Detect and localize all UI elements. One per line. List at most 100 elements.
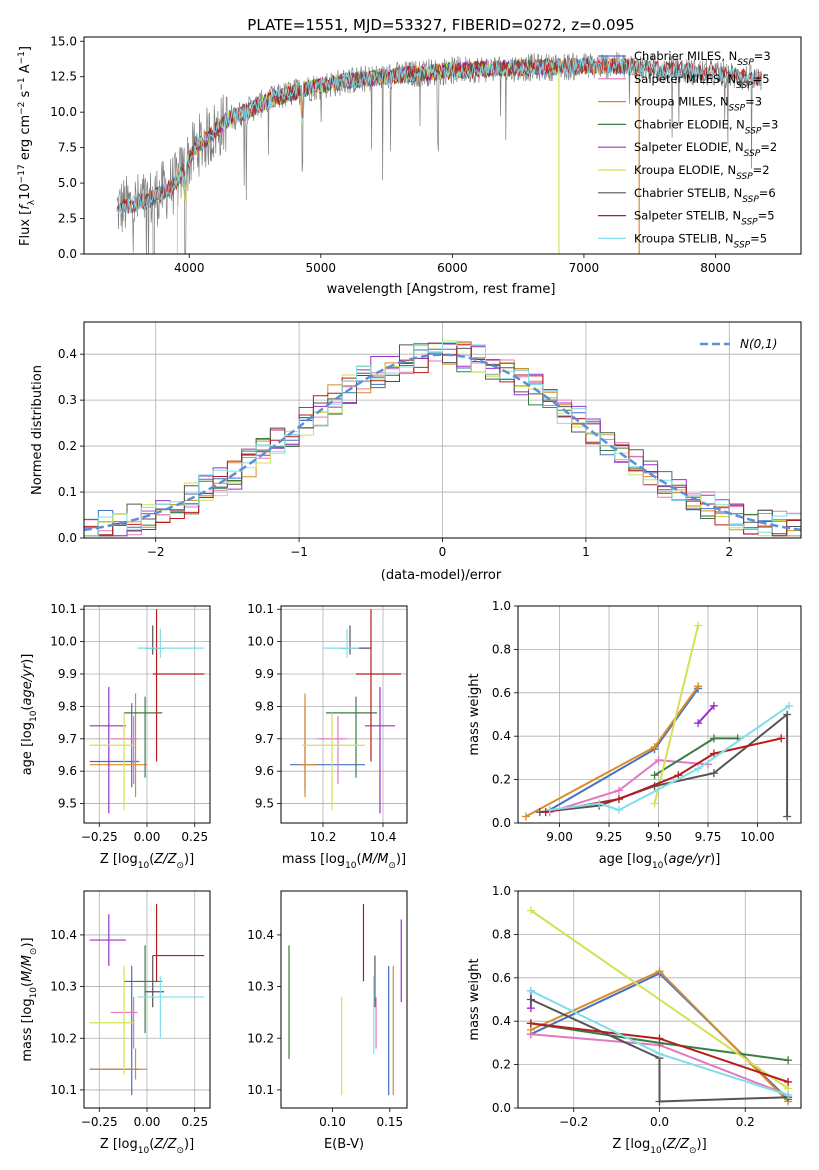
mass-vs-z-ytick-label: 10.2 <box>50 1031 77 1045</box>
mass-vs-ebv-xtick-label: 0.15 <box>376 1115 403 1129</box>
weight-vs-z-point-marker <box>526 1019 535 1028</box>
residuals-ytick-label: 0.1 <box>58 485 77 499</box>
residuals-xtick-label: 0 <box>439 545 447 559</box>
residuals-ytick-label: 0.2 <box>58 439 77 453</box>
weight-vs-z-point-marker <box>655 1097 664 1106</box>
weight-vs-age-ytick-label: 0.4 <box>492 729 511 743</box>
spectrum-frame <box>83 36 802 255</box>
residuals-axes: −2 −1 0 1 2 0.0 0.1 0.2 0.3 0.4 <box>58 321 802 559</box>
weight-vs-age-point-marker <box>674 771 683 780</box>
spectrum-model-line <box>116 57 762 214</box>
mass-vs-z-xtick-label: −0.25 <box>81 1115 118 1129</box>
age-vs-mass-ytick-label: 9.9 <box>255 667 274 681</box>
residuals-ytick-label: 0.3 <box>58 393 77 407</box>
residuals-xtick-label: 1 <box>582 545 590 559</box>
age-vs-mass-ytick-label: 10.1 <box>247 602 274 616</box>
weight-vs-age-point-marker <box>650 771 659 780</box>
age-vs-z-xtick-label: −0.25 <box>81 830 118 844</box>
weight-vs-age-ylabel: mass weight <box>467 673 482 755</box>
age-vs-mass-plot-area <box>290 609 401 814</box>
spectrum-legend-label: Salpeter STELIB, NSSP=5 <box>634 209 775 228</box>
weight-vs-age-point-marker <box>654 756 663 765</box>
spectrum-ytick-label: 10.0 <box>50 105 77 119</box>
weight-vs-z-plot-area <box>526 906 793 1106</box>
age-vs-z-ytick-label: 9.8 <box>58 699 77 713</box>
mass-vs-z-frame <box>83 890 211 1109</box>
weight-vs-age-point-marker <box>650 799 659 808</box>
spectrum-xtick-label: 6000 <box>437 261 468 275</box>
spectrum-legend-label: Kroupa MILES, NSSP=3 <box>634 95 762 114</box>
age-vs-z-xtick-label: 0.25 <box>181 830 208 844</box>
figure-title: PLATE=1551, MJD=53327, FIBERID=0272, z=0… <box>247 16 634 34</box>
mass-vs-z-axes: −0.25 0.00 0.25 10.1 10.2 10.3 10.4 <box>50 890 211 1129</box>
weight-vs-age-point-marker <box>783 812 792 821</box>
weight-vs-age-ytick-label: 0.0 <box>492 816 511 830</box>
weight-vs-age-point-marker <box>694 682 703 691</box>
weight-vs-z-point-marker <box>784 1077 793 1086</box>
spectrum-legend-label: Chabrier ELODIE, NSSP=3 <box>634 117 778 136</box>
mass-vs-z-ytick-label: 10.4 <box>50 928 77 942</box>
age-vs-mass-ytick-label: 10.0 <box>247 635 274 649</box>
weight-vs-age-frame <box>517 605 802 824</box>
age-vs-mass-ytick-label: 9.6 <box>255 764 274 778</box>
weight-vs-age-xlabel: age [log10(age/yr)] <box>599 852 721 871</box>
residuals-ytick-label: 0.0 <box>58 531 77 545</box>
weight-vs-z-ytick-label: 0.8 <box>492 927 511 941</box>
plot-layer: 4000 5000 6000 7000 80000.02.55.07.510.012.5… <box>17 34 802 1156</box>
spectrum-ylabel: Flux [fλ10−17 erg cm−2 s−1 A−1] <box>17 46 37 246</box>
weight-vs-age-point-marker <box>521 812 530 821</box>
age-vs-z-ytick-label: 9.5 <box>58 797 77 811</box>
spectrum-legend-label: Chabrier MILES, NSSP=3 <box>634 49 771 68</box>
spectrum-xtick-label: 5000 <box>306 261 337 275</box>
weight-vs-z-ytick-label: 0.2 <box>492 1058 511 1072</box>
residuals-frame <box>83 321 802 539</box>
weight-vs-age-point-marker <box>785 701 794 710</box>
residual-histogram <box>84 342 801 537</box>
age-vs-z-xlabel: Z [log10(Z/Z⊙)] <box>100 852 194 871</box>
weight-vs-age-xtick-label: 9.00 <box>546 830 573 844</box>
mass-vs-z-xlabel: Z [log10(Z/Z⊙)] <box>100 1137 194 1156</box>
age-vs-mass-axes: 10.2 10.4 9.5 9.6 9.7 9.8 9.9 10.0 10.1 <box>247 602 408 844</box>
residuals-xtick-label: −1 <box>290 545 308 559</box>
weight-vs-age-axes: 9.00 9.25 9.50 9.75 10.00 0.0 0.2 0.4 0.6 0.8 1.0 <box>492 599 802 844</box>
age-vs-z-ylabel: age [log10(age/yr)] <box>20 654 39 776</box>
spectrum-ytick-label: 7.5 <box>58 141 77 155</box>
age-vs-z-ytick-label: 10.1 <box>50 602 77 616</box>
mass-vs-z-ylabel: mass [log10(M/M⊙)] <box>20 937 39 1061</box>
weight-vs-z-xtick-label: −0.2 <box>559 1115 588 1129</box>
spectrum-legend-label: Kroupa ELODIE, NSSP=2 <box>634 163 770 182</box>
weight-vs-age-ytick-label: 0.8 <box>492 642 511 656</box>
spectrum-ytick-label: 12.5 <box>50 70 77 84</box>
spectrum-xlabel: wavelength [Angstrom, rest frame] <box>327 282 556 297</box>
weight-vs-age-xtick-label: 9.50 <box>645 830 672 844</box>
age-vs-mass-ytick-label: 9.5 <box>255 797 274 811</box>
age-vs-z-frame <box>83 605 211 824</box>
mass-vs-z-ytick-label: 10.3 <box>50 980 77 994</box>
weight-vs-age-point-marker <box>694 719 703 728</box>
weight-vs-z-ytick-label: 0.4 <box>492 1014 511 1028</box>
weight-vs-z-frame <box>517 890 802 1109</box>
mass-vs-ebv-ytick-label: 10.4 <box>247 928 274 942</box>
age-vs-mass-ytick-label: 9.8 <box>255 699 274 713</box>
weight-vs-age-point-marker <box>545 805 554 814</box>
weight-vs-z-point-marker <box>526 986 535 995</box>
mass-vs-z-xtick-label: 0.25 <box>181 1115 208 1129</box>
weight-vs-age-point-marker <box>783 710 792 719</box>
age-vs-mass-xlabel: mass [log10(M/M⊙)] <box>282 852 406 871</box>
weight-vs-z-point-marker <box>784 1056 793 1065</box>
weight-vs-age-point-marker <box>709 701 718 710</box>
spectrum-ytick-label: 15.0 <box>50 34 77 48</box>
age-vs-z-xtick-label: 0.00 <box>134 830 161 844</box>
weight-vs-age-ytick-label: 1.0 <box>492 599 511 613</box>
mass-vs-z-ytick-label: 10.1 <box>50 1083 77 1097</box>
mass-vs-ebv-ytick-label: 10.2 <box>247 1031 274 1045</box>
weight-vs-z-ytick-label: 0.6 <box>492 971 511 985</box>
age-vs-z-ytick-label: 10.0 <box>50 635 77 649</box>
mass-vs-ebv-plot-area <box>288 903 402 1096</box>
residuals-ytick-label: 0.4 <box>58 347 77 361</box>
residuals-plot-area <box>84 340 801 537</box>
weight-vs-age-point-marker <box>614 786 623 795</box>
weight-vs-age-series-line <box>549 759 709 814</box>
